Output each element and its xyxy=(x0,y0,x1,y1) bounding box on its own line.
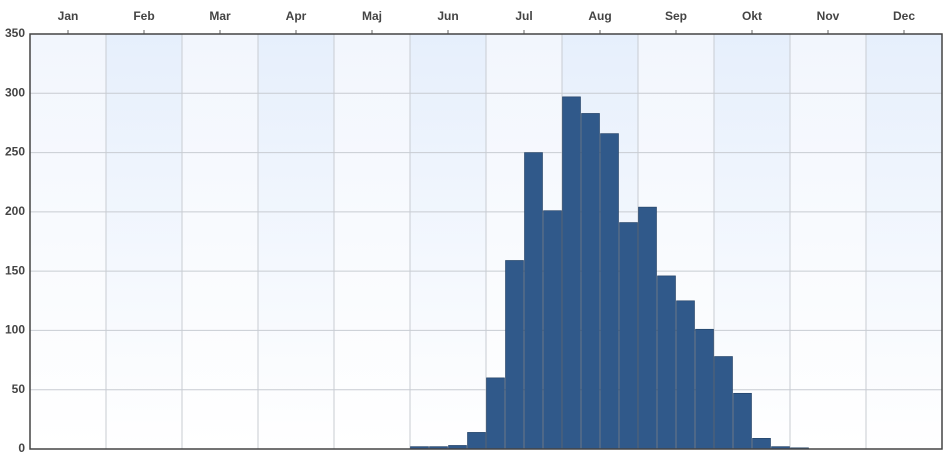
plot-border xyxy=(29,33,943,450)
x-tick-label: Aug xyxy=(588,9,611,23)
x-tick-label: Feb xyxy=(133,9,154,23)
column-band xyxy=(258,34,334,449)
bar xyxy=(733,392,752,450)
y-tick-label: 300 xyxy=(5,85,25,99)
column-band xyxy=(790,34,866,449)
bar xyxy=(657,275,676,450)
x-tick-label: Jan xyxy=(58,9,79,23)
x-tick-label: Jun xyxy=(437,9,458,23)
column-band xyxy=(866,34,942,449)
bar xyxy=(524,152,543,450)
bar xyxy=(638,206,657,450)
bar xyxy=(505,260,524,450)
column-band xyxy=(106,34,182,449)
column-band xyxy=(334,34,410,449)
bar xyxy=(619,222,638,450)
bar xyxy=(695,328,714,450)
x-tick-label: Okt xyxy=(742,9,762,23)
bar xyxy=(467,432,486,450)
x-tick-label: Sep xyxy=(665,9,687,23)
column-band xyxy=(182,34,258,449)
bar xyxy=(543,210,562,450)
y-tick-label: 100 xyxy=(5,323,25,337)
x-tick-label: Mar xyxy=(209,9,231,23)
y-tick-label: 350 xyxy=(5,26,25,40)
y-tick-label: 200 xyxy=(5,204,25,218)
bar xyxy=(581,113,600,450)
y-tick-label: 50 xyxy=(12,382,26,396)
column-band xyxy=(410,34,486,449)
column-band xyxy=(30,34,106,449)
x-tick-label: Jul xyxy=(515,9,532,23)
y-tick-label: 0 xyxy=(18,441,25,455)
x-tick-label: Nov xyxy=(817,9,840,23)
y-tick-label: 250 xyxy=(5,145,25,159)
bar xyxy=(562,96,581,450)
x-tick-label: Maj xyxy=(362,9,382,23)
bar xyxy=(676,300,695,450)
x-tick-label: Dec xyxy=(893,9,915,23)
bar xyxy=(600,133,619,450)
bar xyxy=(752,438,771,450)
bar xyxy=(486,377,505,450)
x-tick-label: Apr xyxy=(286,9,307,23)
y-tick-label: 150 xyxy=(5,263,25,277)
bar xyxy=(714,356,733,450)
